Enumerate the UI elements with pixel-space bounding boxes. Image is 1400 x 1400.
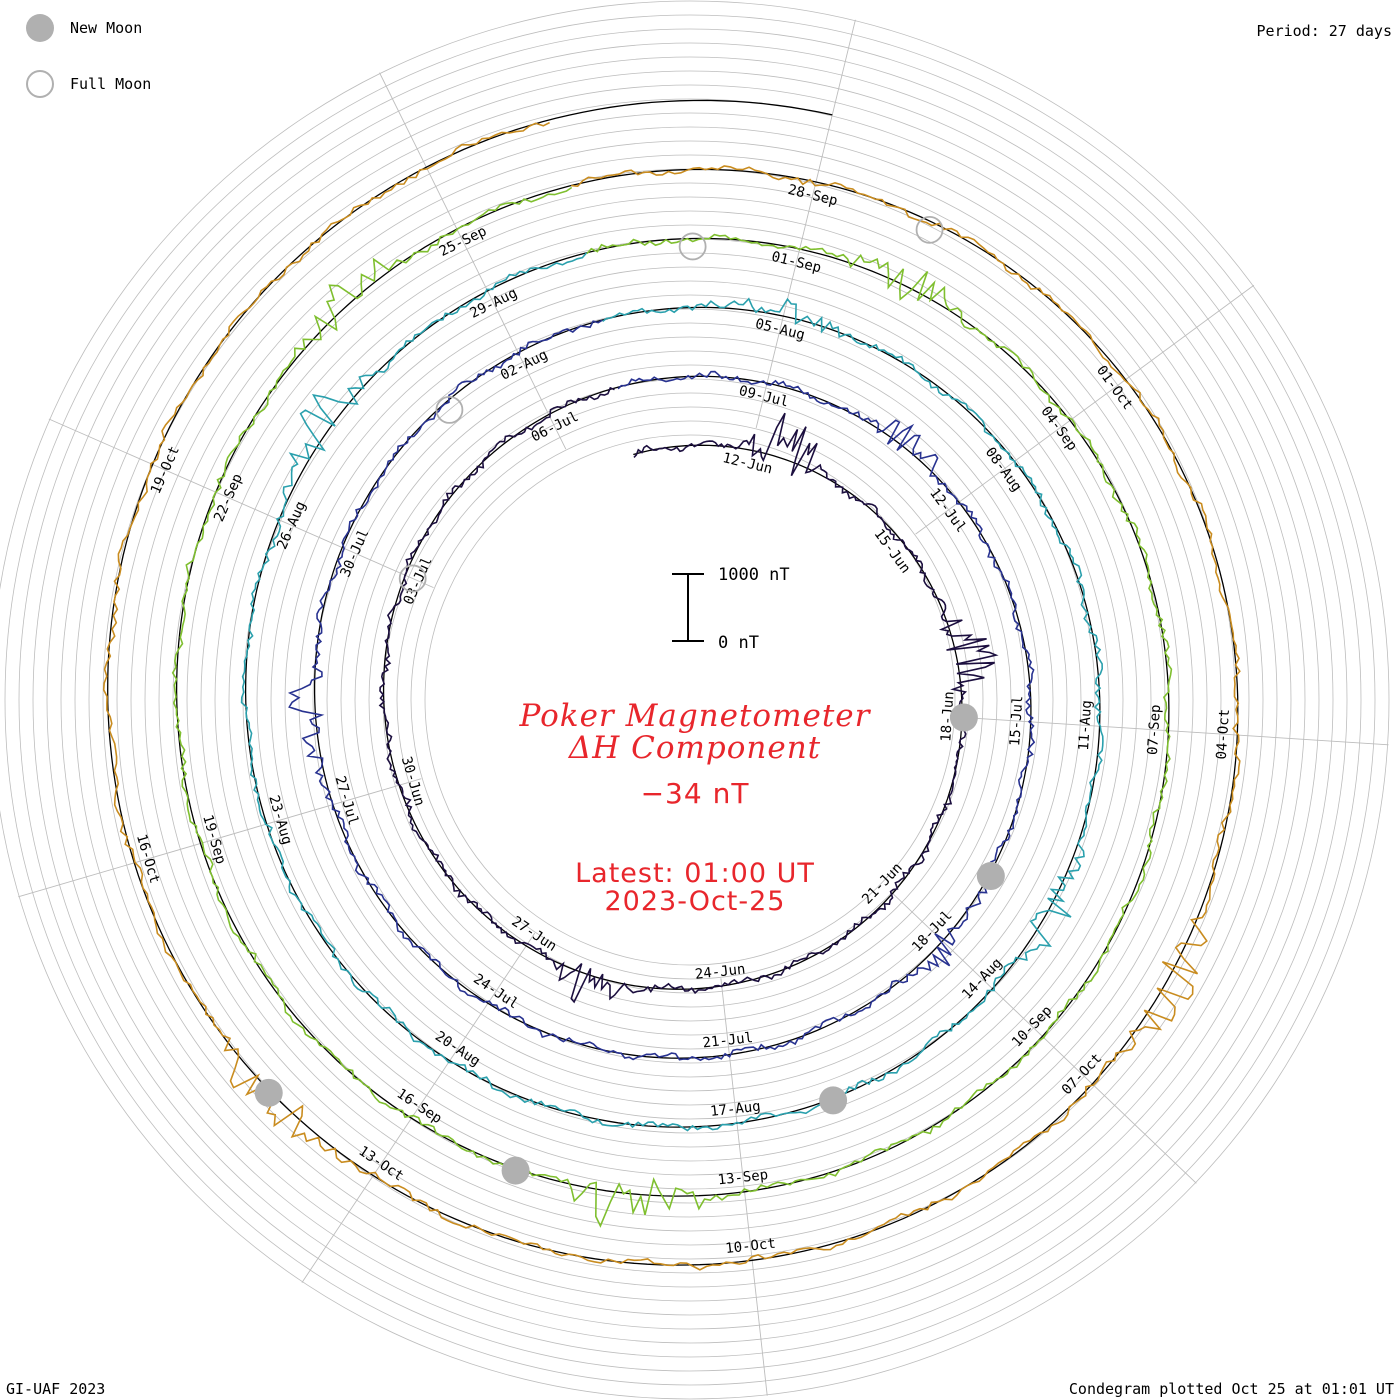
date-label: 15-Jul <box>1007 695 1026 747</box>
legend-new-moon: New Moon <box>26 12 142 44</box>
grid-ring <box>88 98 1292 1302</box>
date-label: 29-Aug <box>467 285 519 322</box>
grid-ring <box>46 56 1334 1344</box>
inner-mask <box>432 442 948 958</box>
scale-bar-top-label: 1000 nT <box>718 565 790 585</box>
credit-label: GI-UAF 2023 <box>6 1380 106 1398</box>
grid-ring <box>242 252 1138 1148</box>
new-moon-marker <box>254 1078 283 1107</box>
full-moon-marker <box>678 232 707 261</box>
new-moon-icon <box>26 14 54 42</box>
current-value: −34 nT <box>640 777 750 810</box>
grid-ring <box>326 336 1054 1064</box>
new-moon-marker <box>976 862 1005 891</box>
latest-date: 2023-Oct-25 <box>604 886 786 917</box>
grid-ring <box>144 154 1236 1246</box>
new-moon-marker <box>949 703 978 732</box>
full-moon-marker <box>435 395 464 424</box>
grid-ring <box>200 210 1180 1190</box>
chart-title: Poker Magnetometer <box>519 698 871 734</box>
grid-spoke <box>379 72 567 450</box>
date-label: 22-Sep <box>211 471 246 524</box>
grid-spoke <box>755 19 856 429</box>
grid-ring <box>256 266 1124 1134</box>
grid-spoke <box>969 717 1389 746</box>
trace-rotation-3 <box>240 252 1104 1132</box>
grid-spoke <box>48 418 434 589</box>
grid-ring <box>74 84 1306 1316</box>
grid-ring <box>270 280 1110 1120</box>
legend-new-moon-label: New Moon <box>70 19 143 37</box>
date-label: 04-Oct <box>1214 708 1233 760</box>
trace-rotation-1 <box>378 386 999 1004</box>
grid-ring <box>424 434 956 966</box>
date-label: 10-Oct <box>725 1236 777 1257</box>
grid-ring <box>130 140 1250 1260</box>
grid-ring <box>368 378 1012 1022</box>
date-label: 07-Sep <box>1145 704 1164 756</box>
date-label: 13-Sep <box>717 1167 769 1188</box>
grid-ring <box>186 196 1194 1204</box>
date-label: 19-Oct <box>148 444 183 497</box>
period-label: Period: 27 days <box>1256 22 1392 40</box>
chart-subtitle: ΔH Component <box>568 730 822 766</box>
legend-full-moon: Full Moon <box>26 68 151 100</box>
date-label: 24-Jun <box>694 961 746 982</box>
date-label: 14-Aug <box>959 955 1006 1003</box>
grid-ring <box>32 42 1348 1358</box>
plotted-label: Condegram plotted Oct 25 at 01:01 UT <box>1068 1380 1394 1398</box>
legend-full-moon-label: Full Moon <box>70 75 152 93</box>
date-label: 21-Jul <box>702 1030 754 1051</box>
grid-ring <box>396 406 984 994</box>
date-label: 10-Sep <box>1009 1003 1056 1051</box>
trace-rotation-5 <box>102 121 1241 1271</box>
grid-spoke <box>720 978 768 1396</box>
new-moon-marker <box>819 1086 848 1115</box>
grid-ring <box>284 294 1096 1106</box>
grid-ring <box>172 182 1208 1218</box>
grid-ring <box>354 364 1026 1036</box>
grid-spoke <box>915 284 1255 535</box>
grid-spoke <box>892 893 1197 1184</box>
grid-ring <box>4 14 1376 1386</box>
grid-ring <box>340 350 1040 1050</box>
new-moon-marker <box>501 1156 530 1185</box>
grid-ring <box>116 126 1264 1274</box>
grid-ring <box>102 112 1278 1288</box>
grid-spoke <box>18 778 422 898</box>
trace-rotation-4 <box>171 186 1173 1228</box>
date-label: 02-Aug <box>498 347 550 384</box>
baseline-spiral <box>107 99 1239 1266</box>
grid-ring <box>312 322 1068 1078</box>
date-label: 04-Sep <box>1037 404 1080 454</box>
full-moon-marker <box>398 564 427 593</box>
full-moon-marker <box>915 215 944 244</box>
grid-ring <box>410 420 970 980</box>
date-label: 11-Aug <box>1076 700 1095 752</box>
latest-time: Latest: 01:00 UT <box>575 858 815 889</box>
grid-spoke <box>301 932 536 1283</box>
trace-rotation-2 <box>287 319 1036 1062</box>
date-label: 27-Jun <box>509 914 560 955</box>
grid-ring <box>18 28 1362 1372</box>
date-label: 17-Aug <box>709 1099 761 1120</box>
scale-bar-bottom-label: 0 nT <box>718 633 759 653</box>
full-moon-icon <box>26 70 54 98</box>
date-label: 18-Jun <box>938 691 957 743</box>
grid-ring <box>60 70 1320 1330</box>
